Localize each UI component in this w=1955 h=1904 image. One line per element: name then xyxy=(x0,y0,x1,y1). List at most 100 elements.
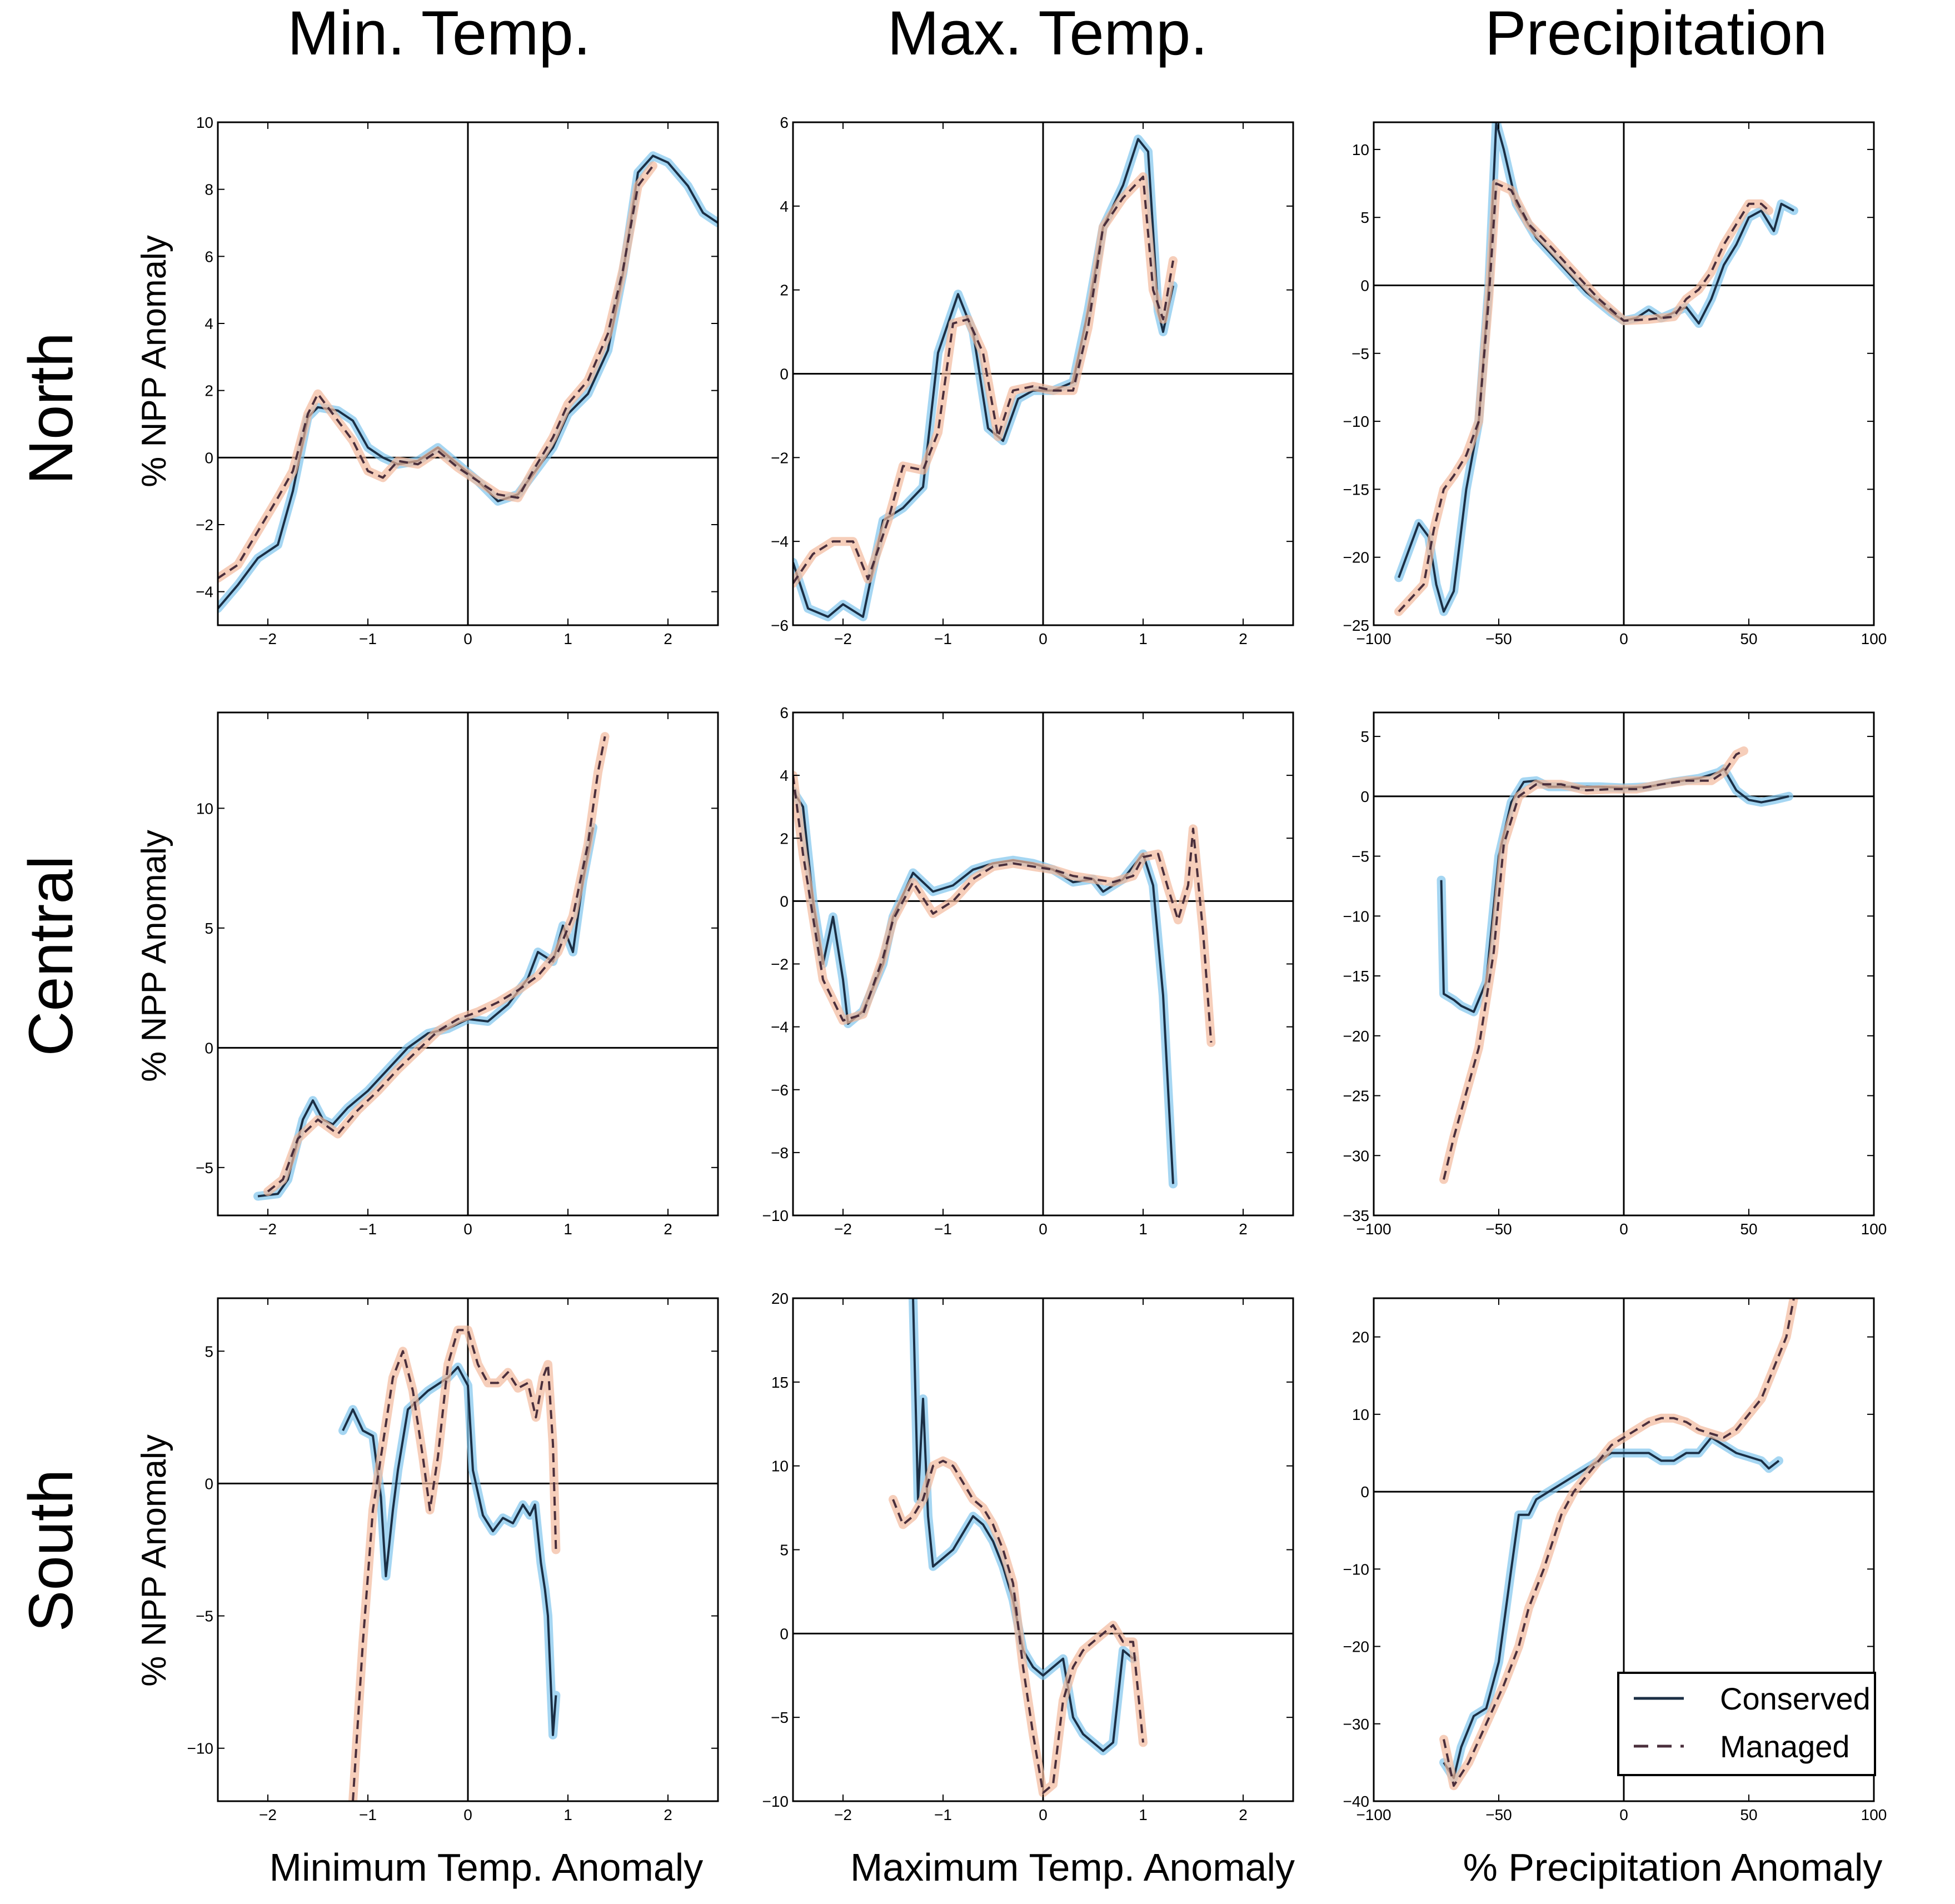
y-tick-label: 4 xyxy=(780,767,789,784)
x-tick-label: −1 xyxy=(359,1220,377,1238)
y-tick-label: −10 xyxy=(1343,1561,1370,1578)
x-tick-label: −2 xyxy=(834,1220,852,1238)
y-tick-label: −8 xyxy=(771,1144,789,1162)
y-tick-label: −2 xyxy=(771,449,789,466)
y-tick-label: 4 xyxy=(780,198,789,215)
row-title-central: Central xyxy=(16,855,86,1056)
x-tick-label: −100 xyxy=(1356,1806,1391,1823)
x-tick-label: 100 xyxy=(1861,1806,1887,1823)
y-tick-label: −6 xyxy=(771,1081,789,1099)
series-line-managed xyxy=(267,736,606,1193)
x-tick-label: −1 xyxy=(359,630,377,647)
y-tick-label: −5 xyxy=(771,1709,789,1726)
row-title-south: South xyxy=(16,1469,86,1632)
y-tick-label: −10 xyxy=(1343,908,1370,925)
x-tick-label: 2 xyxy=(1239,1220,1248,1238)
y-tick-label: −4 xyxy=(771,1019,789,1036)
panel-central-min-temp: −2 −1 0 1 2 −5 0 5 10 xyxy=(196,711,719,1238)
x-tick-label: 1 xyxy=(563,630,572,647)
x-tick-label: 0 xyxy=(463,630,472,647)
x-tick-label: 0 xyxy=(463,1806,472,1823)
y-tick-label: −25 xyxy=(1343,1088,1370,1105)
x-tick-label: 0 xyxy=(463,1220,472,1238)
series-group xyxy=(793,771,1216,1189)
y-tick-label: 0 xyxy=(780,1625,789,1642)
y-tick-label: 10 xyxy=(196,800,213,817)
y-tick-label: −5 xyxy=(196,1608,213,1625)
row-title-north: North xyxy=(16,332,86,485)
x-tick-label: 0 xyxy=(1039,630,1048,647)
legend-conserved-label: Conserved xyxy=(1720,1681,1871,1716)
y-tick-label: 0 xyxy=(780,366,789,383)
series-group xyxy=(1394,122,1798,616)
y-tick-label: 6 xyxy=(780,114,789,131)
y-tick-label: 5 xyxy=(205,1343,213,1360)
series-line-managed xyxy=(793,775,1213,1043)
x-tick-label: −2 xyxy=(259,1220,277,1238)
y-tick-label: 5 xyxy=(205,920,213,937)
y-tick-label: 5 xyxy=(1360,728,1369,745)
x-tick-label: 0 xyxy=(1619,1220,1628,1238)
series-line-managed xyxy=(1443,1298,1795,1787)
x-tick-label: −2 xyxy=(834,1806,852,1823)
x-tick-label: −2 xyxy=(834,630,852,647)
series-group xyxy=(1437,746,1793,1184)
x-tick-label: 50 xyxy=(1740,1220,1757,1238)
x-tick-label: −50 xyxy=(1485,630,1512,647)
y-tick-label: 5 xyxy=(1360,209,1369,226)
y-tick-label: −15 xyxy=(1343,968,1370,985)
y-tick-label: −10 xyxy=(187,1740,214,1757)
x-tick-label: 2 xyxy=(664,630,672,647)
series-line-conserved xyxy=(342,1365,557,1736)
y-tick-label: 6 xyxy=(780,704,789,721)
y-tick-label: 0 xyxy=(205,1039,213,1056)
x-tick-label: 100 xyxy=(1861,1220,1887,1238)
y-tick-label: −30 xyxy=(1343,1716,1370,1733)
x-tick-label: 0 xyxy=(1619,630,1628,647)
x-tick-label: 2 xyxy=(1239,630,1248,647)
legend: Conserved Managed xyxy=(1617,1672,1876,1776)
series-line-managed xyxy=(1398,182,1770,612)
legend-box xyxy=(1617,1672,1876,1776)
series-line-managed xyxy=(218,165,654,580)
y-tick-label: 10 xyxy=(196,114,213,131)
series-line-managed xyxy=(352,1329,557,1801)
y-tick-label: 2 xyxy=(780,282,789,299)
series-line-conserved xyxy=(793,138,1174,618)
x-tick-label: 1 xyxy=(563,1220,572,1238)
panel-north-min-temp: −2 −1 0 1 2 −4 −2 0 2 4 6 8 10 xyxy=(196,114,719,647)
y-tick-label: 0 xyxy=(205,1475,213,1492)
column-title-precipitation: Precipitation xyxy=(1485,0,1827,68)
y-tick-label: 10 xyxy=(1352,141,1369,158)
x-axis-label-max-temp: Maximum Temp. Anomaly xyxy=(850,1846,1295,1889)
y-tick-label: −10 xyxy=(1343,413,1370,430)
series-group xyxy=(1439,1298,1798,1791)
y-tick-label: −35 xyxy=(1343,1207,1370,1224)
x-tick-label: −2 xyxy=(259,1806,277,1823)
y-tick-label: 0 xyxy=(1360,788,1369,805)
y-tick-label: −20 xyxy=(1343,1028,1370,1045)
series-band-managed xyxy=(793,172,1178,588)
y-tick-label: 15 xyxy=(771,1374,789,1391)
y-tick-label: 20 xyxy=(771,1290,789,1307)
y-tick-label: −10 xyxy=(762,1207,789,1224)
y-tick-label: −20 xyxy=(1343,1638,1370,1656)
y-tick-label: 0 xyxy=(205,449,213,466)
series-line-managed xyxy=(1443,750,1744,1180)
y-tick-label: −15 xyxy=(1343,481,1370,498)
x-tick-label: 1 xyxy=(1139,630,1148,647)
y-tick-label: −6 xyxy=(771,617,789,634)
x-tick-label: 0 xyxy=(1619,1806,1628,1823)
x-tick-label: 50 xyxy=(1740,630,1757,647)
x-tick-label: 1 xyxy=(1139,1220,1148,1238)
y-axis-label-south: % NPP Anomaly xyxy=(135,1434,173,1687)
y-tick-label: 0 xyxy=(780,893,789,910)
x-tick-label: 2 xyxy=(664,1806,672,1823)
y-tick-label: −20 xyxy=(1343,549,1370,566)
series-group xyxy=(253,732,610,1201)
y-tick-label: −10 xyxy=(762,1793,789,1810)
